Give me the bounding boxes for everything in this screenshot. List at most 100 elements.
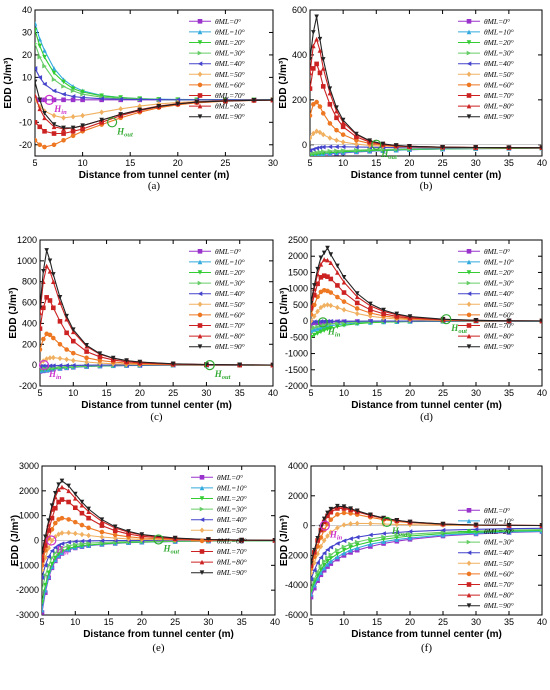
data-point bbox=[381, 534, 386, 540]
data-point bbox=[312, 283, 317, 288]
data-point bbox=[66, 530, 71, 536]
data-point bbox=[311, 570, 314, 577]
annotation-label: Hout bbox=[391, 526, 408, 538]
y-tick-label: 1000 bbox=[19, 511, 39, 521]
data-point bbox=[407, 529, 413, 534]
data-point bbox=[312, 319, 317, 325]
data-point bbox=[137, 107, 143, 113]
data-point bbox=[51, 272, 56, 277]
data-point bbox=[46, 570, 51, 576]
legend-label: θML=20° bbox=[484, 38, 514, 47]
y-tick-label: -200 bbox=[19, 381, 37, 391]
data-point bbox=[51, 88, 57, 94]
data-point bbox=[47, 363, 53, 369]
data-point bbox=[64, 313, 69, 319]
data-point bbox=[70, 86, 76, 91]
data-point bbox=[80, 89, 85, 95]
data-point bbox=[86, 515, 91, 521]
legend-swatch-marker bbox=[199, 549, 205, 554]
data-point bbox=[64, 363, 69, 368]
data-point bbox=[37, 75, 43, 80]
data-point bbox=[354, 520, 360, 527]
data-point bbox=[46, 518, 51, 523]
legend-label: θML=20° bbox=[484, 527, 514, 536]
data-point bbox=[314, 128, 319, 135]
data-point bbox=[99, 534, 105, 540]
annotation-marker bbox=[371, 139, 382, 150]
data-point bbox=[368, 301, 373, 307]
data-point bbox=[440, 521, 446, 527]
x-axis-label: Distance from tunnel center (m) bbox=[81, 400, 232, 411]
x-tick-label: 20 bbox=[404, 158, 414, 168]
data-point bbox=[126, 529, 131, 534]
plot-area bbox=[42, 478, 275, 615]
data-point bbox=[354, 539, 360, 545]
x-tick-label: 30 bbox=[268, 158, 278, 168]
data-point bbox=[57, 300, 63, 305]
data-point bbox=[341, 318, 347, 324]
legend-swatch-marker bbox=[466, 50, 472, 56]
data-point bbox=[311, 562, 314, 567]
annotation-label: Hin bbox=[48, 369, 62, 381]
data-point bbox=[354, 542, 360, 548]
data-point bbox=[321, 250, 327, 256]
legend-swatch-marker bbox=[466, 270, 472, 275]
data-point bbox=[381, 307, 386, 313]
data-point bbox=[42, 63, 47, 69]
data-point bbox=[86, 538, 91, 544]
legend-swatch-marker bbox=[197, 301, 203, 308]
data-point bbox=[407, 519, 413, 525]
annotation-marker bbox=[46, 535, 57, 546]
data-point bbox=[335, 304, 340, 311]
legend-label: θML=40° bbox=[215, 59, 245, 68]
x-tick-label: 40 bbox=[268, 388, 278, 398]
data-point bbox=[170, 361, 176, 367]
legend-swatch-marker bbox=[197, 40, 203, 45]
data-point bbox=[311, 130, 316, 137]
data-point bbox=[99, 538, 105, 543]
data-point bbox=[315, 576, 320, 581]
data-point bbox=[61, 79, 66, 85]
data-point bbox=[99, 96, 104, 102]
data-point bbox=[381, 531, 386, 536]
data-point bbox=[51, 363, 56, 368]
data-point bbox=[327, 90, 333, 96]
data-point bbox=[325, 510, 330, 516]
data-point bbox=[354, 141, 359, 147]
x-tick-label: 30 bbox=[201, 388, 211, 398]
data-point bbox=[310, 135, 313, 141]
data-point bbox=[70, 133, 76, 139]
data-point bbox=[394, 530, 400, 535]
legend-label: θML=90° bbox=[215, 112, 245, 121]
annotation-label-sub: out bbox=[124, 131, 133, 138]
data-point bbox=[37, 54, 43, 60]
x-tick-label: 35 bbox=[504, 158, 514, 168]
data-point bbox=[270, 362, 273, 368]
legend-label: θML=40° bbox=[217, 515, 247, 524]
y-axis-label: EDD (J/m³) bbox=[10, 515, 21, 566]
data-point bbox=[70, 97, 76, 103]
data-point bbox=[42, 111, 47, 116]
legend-label: θML=30° bbox=[484, 538, 514, 547]
data-point bbox=[320, 66, 326, 71]
legend-swatch-marker bbox=[197, 93, 203, 98]
data-point bbox=[41, 305, 46, 311]
x-tick-label: 40 bbox=[537, 158, 547, 168]
legend-swatch-marker bbox=[466, 333, 472, 339]
legend-swatch-marker bbox=[466, 508, 472, 513]
data-point bbox=[51, 131, 57, 136]
data-point bbox=[70, 94, 76, 99]
data-point bbox=[325, 257, 330, 263]
y-tick-label: 40 bbox=[22, 5, 32, 15]
data-point bbox=[321, 550, 327, 556]
annotation-label: Hout bbox=[380, 149, 397, 161]
y-tick-label: 1200 bbox=[17, 235, 37, 245]
data-point bbox=[539, 523, 542, 528]
data-point bbox=[70, 338, 76, 344]
data-point bbox=[367, 147, 372, 153]
panel-caption: (c) bbox=[150, 411, 163, 423]
data-point bbox=[314, 61, 319, 67]
data-point bbox=[340, 144, 346, 150]
data-point bbox=[311, 30, 316, 35]
data-point bbox=[318, 555, 324, 560]
